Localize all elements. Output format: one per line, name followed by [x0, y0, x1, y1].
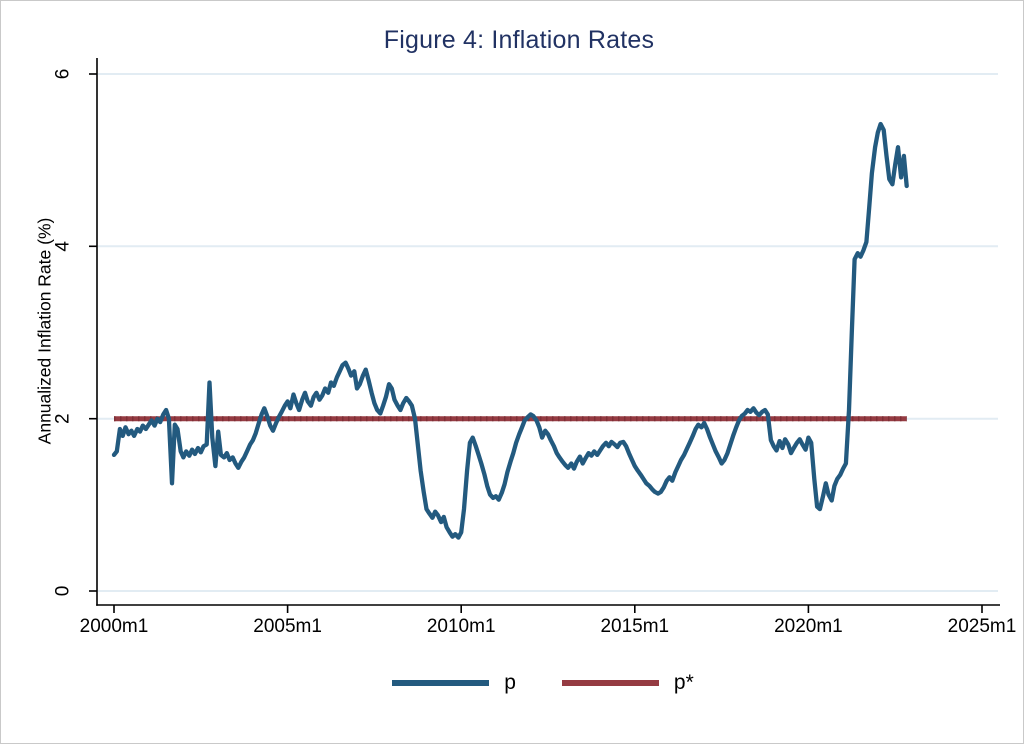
- x-tick-label-2020: 2020m1: [774, 616, 843, 637]
- legend-item-p: p: [392, 672, 516, 693]
- y-tick-label-4: 4: [53, 241, 74, 252]
- x-tick-label-2025: 2025m1: [948, 616, 1017, 637]
- legend: p p*: [32, 671, 1023, 694]
- legend-swatch-p: [392, 679, 490, 686]
- x-tick-label-2015: 2015m1: [600, 616, 669, 637]
- legend-label-p-star: p*: [673, 671, 694, 694]
- legend-swatch-p-star: [561, 679, 659, 686]
- series-p-line: [111, 121, 909, 540]
- x-tick-label-2000: 2000m1: [80, 616, 149, 637]
- y-tick-label-6: 6: [53, 69, 74, 80]
- legend-item-p-star: p*: [561, 671, 694, 694]
- x-tick-label-2010: 2010m1: [427, 616, 496, 637]
- x-tick-label-2005: 2005m1: [253, 616, 322, 637]
- figure-title: Figure 4: Inflation Rates: [383, 26, 655, 54]
- y-tick-label-0: 0: [53, 586, 74, 597]
- y-tick-label-2: 2: [53, 413, 74, 424]
- legend-label-p: p: [504, 671, 516, 694]
